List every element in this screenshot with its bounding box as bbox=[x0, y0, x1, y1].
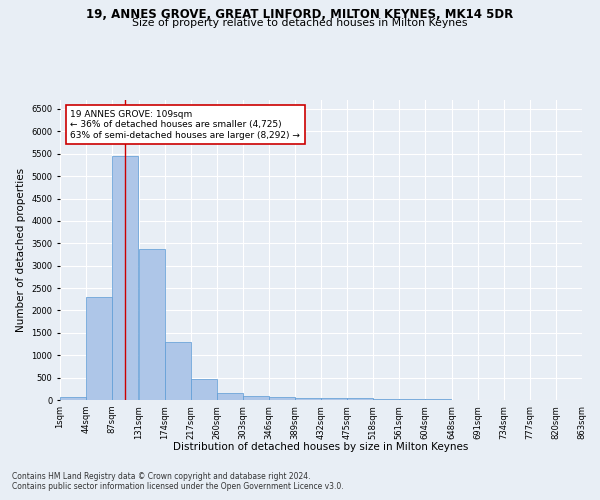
Bar bbox=[269, 397, 295, 400]
Text: Distribution of detached houses by size in Milton Keynes: Distribution of detached houses by size … bbox=[173, 442, 469, 452]
Bar bbox=[165, 342, 191, 400]
Text: Contains HM Land Registry data © Crown copyright and database right 2024.: Contains HM Land Registry data © Crown c… bbox=[12, 472, 311, 481]
Y-axis label: Number of detached properties: Number of detached properties bbox=[16, 168, 26, 332]
Text: 19 ANNES GROVE: 109sqm
← 36% of detached houses are smaller (4,725)
63% of semi-: 19 ANNES GROVE: 109sqm ← 36% of detached… bbox=[70, 110, 300, 140]
Bar bbox=[347, 398, 373, 400]
Bar bbox=[86, 298, 112, 400]
Bar bbox=[295, 398, 321, 400]
Bar bbox=[399, 399, 425, 400]
Bar bbox=[321, 398, 347, 400]
Bar bbox=[373, 398, 399, 400]
Bar bbox=[112, 156, 138, 400]
Text: 19, ANNES GROVE, GREAT LINFORD, MILTON KEYNES, MK14 5DR: 19, ANNES GROVE, GREAT LINFORD, MILTON K… bbox=[86, 8, 514, 20]
Text: Size of property relative to detached houses in Milton Keynes: Size of property relative to detached ho… bbox=[132, 18, 468, 28]
Bar bbox=[243, 396, 269, 400]
Text: Contains public sector information licensed under the Open Government Licence v3: Contains public sector information licen… bbox=[12, 482, 344, 491]
Bar bbox=[217, 392, 243, 400]
Bar bbox=[191, 379, 217, 400]
Bar bbox=[139, 248, 165, 400]
Bar bbox=[60, 397, 86, 400]
